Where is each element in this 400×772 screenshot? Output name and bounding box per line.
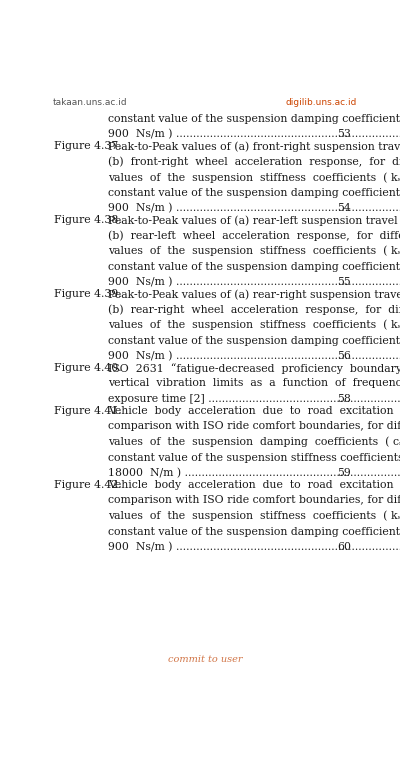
Text: ISO  2631  “fatigue-decreased  proficiency  boundary”:: ISO 2631 “fatigue-decreased proficiency …: [108, 363, 400, 374]
Text: values  of  the  suspension  damping  coefficients  ( cₛ )  and: values of the suspension damping coeffic…: [108, 437, 400, 448]
Text: 54: 54: [337, 203, 350, 213]
Text: commit to user: commit to user: [168, 655, 242, 664]
Text: exposure time [2] ..............................................................: exposure time [2] ......................…: [108, 394, 400, 404]
Text: comparison with ISO ride comfort boundaries, for different: comparison with ISO ride comfort boundar…: [108, 496, 400, 506]
Text: 59: 59: [337, 468, 350, 478]
Text: digilib.uns.ac.id: digilib.uns.ac.id: [286, 98, 357, 107]
Text: 55: 55: [337, 276, 350, 286]
Text: (b)  front-right  wheel  acceleration  response,  for  different: (b) front-right wheel acceleration respo…: [108, 157, 400, 167]
Text: constant value of the suspension damping coefficients ( cₛ =: constant value of the suspension damping…: [108, 113, 400, 124]
Text: Figure 4.37.: Figure 4.37.: [54, 141, 122, 151]
Text: values  of  the  suspension  stiffness  coefficients  ( kₛ )  and: values of the suspension stiffness coeff…: [108, 172, 400, 182]
Text: 900  Ns/m ) ....................................................................: 900 Ns/m ) .............................…: [108, 276, 400, 287]
Text: 58: 58: [337, 394, 351, 404]
Text: 900  Ns/m ) ....................................................................: 900 Ns/m ) .............................…: [108, 203, 400, 213]
Text: Vehicle  body  acceleration  due  to  road  excitation  in: Vehicle body acceleration due to road ex…: [108, 406, 400, 416]
Text: Figure 4.40.: Figure 4.40.: [54, 363, 122, 373]
Text: Peak-to-Peak values of (a) front-right suspension travel and: Peak-to-Peak values of (a) front-right s…: [108, 141, 400, 152]
Text: constant value of the suspension damping coefficients ( cₛ =: constant value of the suspension damping…: [108, 335, 400, 346]
Text: values  of  the  suspension  stiffness  coefficients  ( kₛ )  and: values of the suspension stiffness coeff…: [108, 245, 400, 256]
Text: Peak-to-Peak values of (a) rear-right suspension travel and: Peak-to-Peak values of (a) rear-right su…: [108, 289, 400, 300]
Text: values  of  the  suspension  stiffness  coefficients  ( kₛ )  and: values of the suspension stiffness coeff…: [108, 320, 400, 330]
Text: constant value of the suspension damping coefficients ( cₛ =: constant value of the suspension damping…: [108, 188, 400, 198]
Text: Figure 4.38.: Figure 4.38.: [54, 215, 122, 225]
Text: 900  Ns/m ) ....................................................................: 900 Ns/m ) .............................…: [108, 129, 400, 139]
Text: 900  Ns/m ) ....................................................................: 900 Ns/m ) .............................…: [108, 350, 400, 361]
Text: constant value of the suspension damping coefficients ( cₛ =: constant value of the suspension damping…: [108, 261, 400, 272]
Text: constant value of the suspension damping coefficients ( cₛ =: constant value of the suspension damping…: [108, 527, 400, 537]
Text: (b)  rear-left  wheel  acceleration  response,  for  different: (b) rear-left wheel acceleration respons…: [108, 231, 400, 241]
Text: 900  Ns/m ) ....................................................................: 900 Ns/m ) .............................…: [108, 541, 400, 552]
Text: takaan.uns.ac.id: takaan.uns.ac.id: [53, 98, 128, 107]
Text: Peak-to-Peak values of (a) rear-left suspension travel and: Peak-to-Peak values of (a) rear-left sus…: [108, 215, 400, 225]
Text: values  of  the  suspension  stiffness  coefficients  ( kₛ )  and: values of the suspension stiffness coeff…: [108, 511, 400, 521]
Text: 56: 56: [337, 350, 351, 361]
Text: 18000  N/m ) ...................................................................: 18000 N/m ) ............................…: [108, 468, 400, 478]
Text: (b)  rear-right  wheel  acceleration  response,  for  different: (b) rear-right wheel acceleration respon…: [108, 304, 400, 315]
Text: Figure 4.42.: Figure 4.42.: [54, 480, 122, 490]
Text: Figure 4.41.: Figure 4.41.: [54, 406, 122, 416]
Text: 60: 60: [337, 541, 351, 551]
Text: constant value of the suspension stiffness coefficients ( kₛ =: constant value of the suspension stiffne…: [108, 452, 400, 462]
Text: Vehicle  body  acceleration  due  to  road  excitation  in: Vehicle body acceleration due to road ex…: [108, 480, 400, 490]
Text: Figure 4.39.: Figure 4.39.: [54, 289, 122, 299]
Text: comparison with ISO ride comfort boundaries, for different: comparison with ISO ride comfort boundar…: [108, 422, 400, 432]
Text: 53: 53: [337, 129, 351, 139]
Text: vertical  vibration  limits  as  a  function  of  frequency  and: vertical vibration limits as a function …: [108, 378, 400, 388]
